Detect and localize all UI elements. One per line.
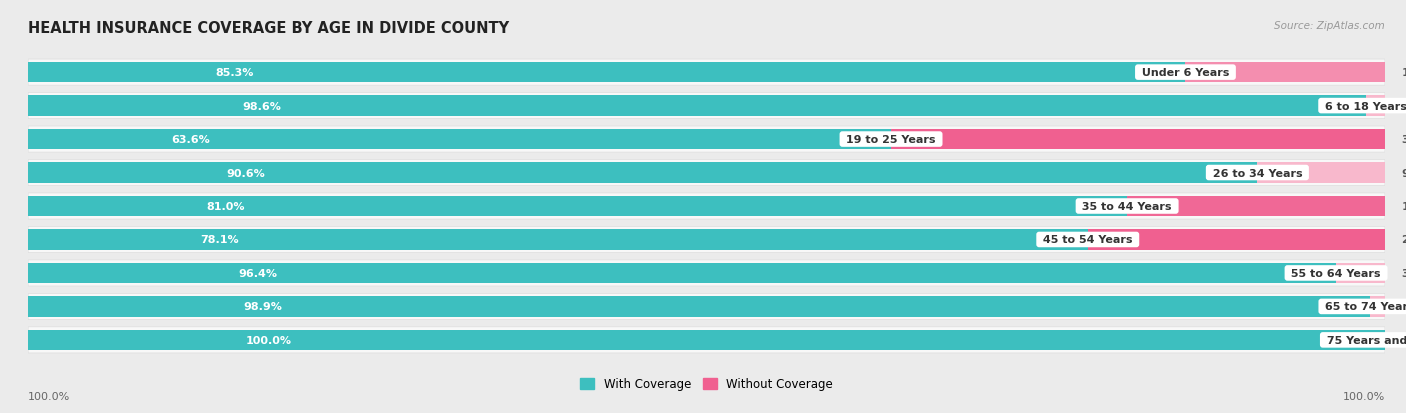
Bar xyxy=(891,129,1385,150)
Bar xyxy=(28,263,1336,284)
Bar xyxy=(28,296,1369,317)
Text: 100.0%: 100.0% xyxy=(1343,391,1385,401)
Bar xyxy=(28,330,1385,350)
Text: 19.0%: 19.0% xyxy=(1402,202,1406,211)
Text: 14.7%: 14.7% xyxy=(1402,68,1406,78)
FancyBboxPatch shape xyxy=(28,260,1385,286)
Bar xyxy=(28,196,1128,217)
Text: 81.0%: 81.0% xyxy=(207,202,245,211)
Text: 90.6%: 90.6% xyxy=(226,168,264,178)
Text: 100.0%: 100.0% xyxy=(28,391,70,401)
Text: 65 to 74 Years: 65 to 74 Years xyxy=(1322,301,1406,312)
Bar xyxy=(28,129,891,150)
Text: Under 6 Years: Under 6 Years xyxy=(1137,68,1233,78)
Bar xyxy=(1128,196,1385,217)
Text: 19 to 25 Years: 19 to 25 Years xyxy=(842,135,939,145)
Bar xyxy=(1185,63,1385,83)
Text: 36.4%: 36.4% xyxy=(1402,135,1406,145)
Bar xyxy=(1336,263,1385,284)
Text: 9.4%: 9.4% xyxy=(1402,168,1406,178)
Bar xyxy=(1365,96,1385,117)
Text: 75 Years and older: 75 Years and older xyxy=(1323,335,1406,345)
Text: 55 to 64 Years: 55 to 64 Years xyxy=(1288,268,1385,278)
Text: 1.1%: 1.1% xyxy=(1402,301,1406,312)
Bar xyxy=(28,230,1088,250)
FancyBboxPatch shape xyxy=(28,93,1385,119)
Text: 98.9%: 98.9% xyxy=(243,301,281,312)
Text: 6 to 18 Years: 6 to 18 Years xyxy=(1322,101,1406,112)
Legend: With Coverage, Without Coverage: With Coverage, Without Coverage xyxy=(575,373,838,395)
FancyBboxPatch shape xyxy=(28,160,1385,186)
Text: 26 to 34 Years: 26 to 34 Years xyxy=(1209,168,1306,178)
FancyBboxPatch shape xyxy=(28,60,1385,86)
Bar xyxy=(1257,163,1385,183)
Text: Source: ZipAtlas.com: Source: ZipAtlas.com xyxy=(1274,21,1385,31)
FancyBboxPatch shape xyxy=(28,294,1385,320)
FancyBboxPatch shape xyxy=(28,327,1385,353)
Bar xyxy=(28,63,1185,83)
Text: 45 to 54 Years: 45 to 54 Years xyxy=(1039,235,1136,245)
Bar xyxy=(28,96,1365,117)
Text: 35 to 44 Years: 35 to 44 Years xyxy=(1078,202,1175,211)
Bar xyxy=(28,163,1257,183)
Text: 3.6%: 3.6% xyxy=(1402,268,1406,278)
Bar xyxy=(1369,296,1385,317)
Text: 0.0%: 0.0% xyxy=(1402,335,1406,345)
Text: 96.4%: 96.4% xyxy=(238,268,277,278)
Text: 21.9%: 21.9% xyxy=(1402,235,1406,245)
Text: 100.0%: 100.0% xyxy=(245,335,291,345)
FancyBboxPatch shape xyxy=(28,227,1385,253)
Text: 63.6%: 63.6% xyxy=(172,135,209,145)
Text: 85.3%: 85.3% xyxy=(215,68,253,78)
Text: HEALTH INSURANCE COVERAGE BY AGE IN DIVIDE COUNTY: HEALTH INSURANCE COVERAGE BY AGE IN DIVI… xyxy=(28,21,509,36)
Text: 98.6%: 98.6% xyxy=(242,101,281,112)
FancyBboxPatch shape xyxy=(28,193,1385,220)
Bar xyxy=(1088,230,1385,250)
Text: 1.4%: 1.4% xyxy=(1402,101,1406,112)
FancyBboxPatch shape xyxy=(28,127,1385,153)
Text: 78.1%: 78.1% xyxy=(201,235,239,245)
